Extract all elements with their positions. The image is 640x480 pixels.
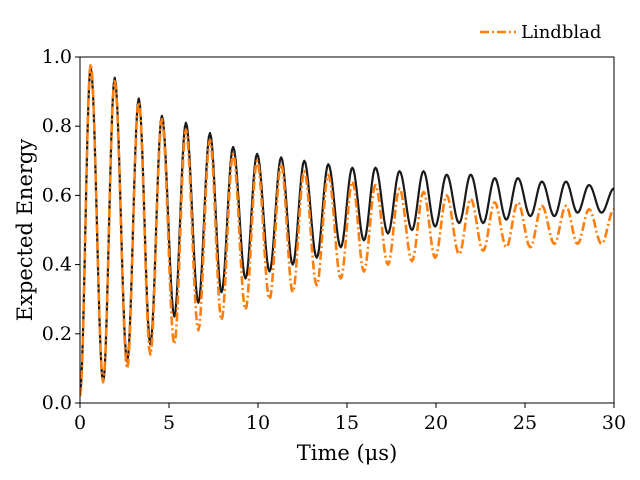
x-tick-label: 20 <box>424 412 448 434</box>
x-tick-label: 15 <box>335 412 359 434</box>
x-tick-label: 25 <box>513 412 537 434</box>
y-tick-label: 0.0 <box>42 392 72 414</box>
y-tick-label: 0.6 <box>42 184 72 206</box>
series-line-lindblad <box>80 62 614 397</box>
y-axis-label: Expected Energy <box>13 139 37 322</box>
series-layer <box>80 62 614 397</box>
legend-label-lindblad: Lindblad <box>521 22 601 43</box>
y-tick-label: 0.2 <box>42 323 72 345</box>
x-axis-label: Time (μs) <box>297 441 398 465</box>
x-tick-label: 30 <box>602 412 626 434</box>
y-tick-label: 0.4 <box>42 254 72 276</box>
legend: Lindblad <box>480 22 601 43</box>
y-tick-label: 0.8 <box>42 115 72 137</box>
x-tick-label: 10 <box>246 412 270 434</box>
ticks-layer: 0 5 10 15 20 25 30 0.0 0.2 0.4 0.6 0.8 1.0 <box>42 46 626 434</box>
y-tick-label: 1.0 <box>42 46 72 68</box>
x-tick-label: 5 <box>163 412 175 434</box>
x-tick-label: 0 <box>74 412 86 434</box>
